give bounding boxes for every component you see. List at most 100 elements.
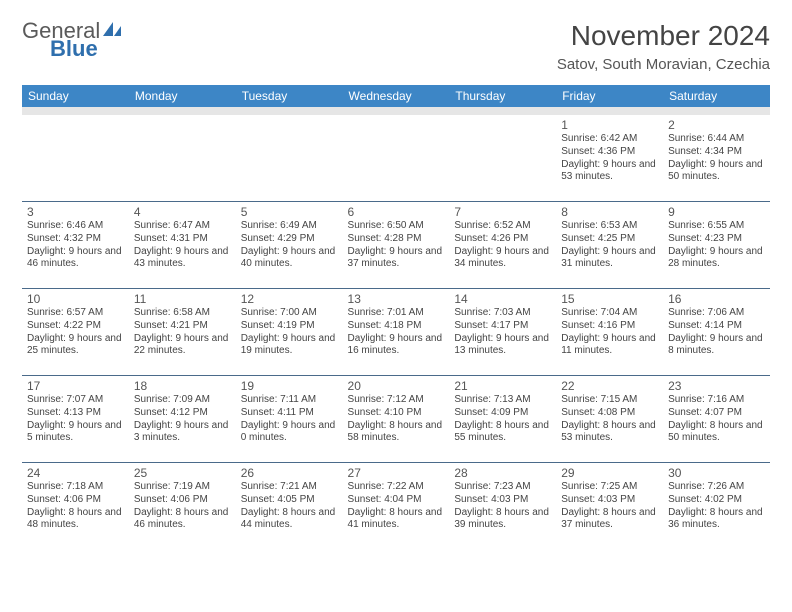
day-info: Sunrise: 6:50 AMSunset: 4:28 PMDaylight:… (348, 220, 445, 271)
day-number: 9 (668, 205, 765, 219)
day-number: 1 (561, 118, 658, 132)
day-number: 22 (561, 379, 658, 393)
day-cell: 27Sunrise: 7:22 AMSunset: 4:04 PMDayligh… (343, 463, 450, 550)
day-info: Sunrise: 7:06 AMSunset: 4:14 PMDaylight:… (668, 307, 765, 358)
day-number: 17 (27, 379, 124, 393)
day-info: Sunrise: 6:53 AMSunset: 4:25 PMDaylight:… (561, 220, 658, 271)
day-number: 4 (134, 205, 231, 219)
logo: General Blue (22, 20, 123, 60)
day-cell: 20Sunrise: 7:12 AMSunset: 4:10 PMDayligh… (343, 376, 450, 463)
day-number: 8 (561, 205, 658, 219)
day-cell: 9Sunrise: 6:55 AMSunset: 4:23 PMDaylight… (663, 202, 770, 289)
day-number: 15 (561, 292, 658, 306)
day-info: Sunrise: 6:58 AMSunset: 4:21 PMDaylight:… (134, 307, 231, 358)
day-info: Sunrise: 7:12 AMSunset: 4:10 PMDaylight:… (348, 394, 445, 445)
day-info: Sunrise: 6:44 AMSunset: 4:34 PMDaylight:… (668, 133, 765, 184)
day-info: Sunrise: 7:23 AMSunset: 4:03 PMDaylight:… (454, 481, 551, 532)
day-info: Sunrise: 7:15 AMSunset: 4:08 PMDaylight:… (561, 394, 658, 445)
day-cell: 11Sunrise: 6:58 AMSunset: 4:21 PMDayligh… (129, 289, 236, 376)
day-number: 27 (348, 466, 445, 480)
day-number: 26 (241, 466, 338, 480)
calendar-table: Sunday Monday Tuesday Wednesday Thursday… (22, 85, 770, 549)
day-info: Sunrise: 6:47 AMSunset: 4:31 PMDaylight:… (134, 220, 231, 271)
day-info: Sunrise: 6:57 AMSunset: 4:22 PMDaylight:… (27, 307, 124, 358)
day-cell: 24Sunrise: 7:18 AMSunset: 4:06 PMDayligh… (22, 463, 129, 550)
day-cell: 25Sunrise: 7:19 AMSunset: 4:06 PMDayligh… (129, 463, 236, 550)
day-header-row: Sunday Monday Tuesday Wednesday Thursday… (22, 85, 770, 107)
day-info: Sunrise: 6:55 AMSunset: 4:23 PMDaylight:… (668, 220, 765, 271)
day-cell: 18Sunrise: 7:09 AMSunset: 4:12 PMDayligh… (129, 376, 236, 463)
header: General Blue November 2024 Satov, South … (22, 20, 770, 73)
month-title: November 2024 (557, 20, 770, 52)
day-header-cell: Wednesday (343, 85, 450, 107)
day-cell: 1Sunrise: 6:42 AMSunset: 4:36 PMDaylight… (556, 115, 663, 202)
day-number: 28 (454, 466, 551, 480)
day-number: 16 (668, 292, 765, 306)
week-row: 1Sunrise: 6:42 AMSunset: 4:36 PMDaylight… (22, 115, 770, 202)
day-header-cell: Tuesday (236, 85, 343, 107)
day-number: 6 (348, 205, 445, 219)
day-number: 2 (668, 118, 765, 132)
day-cell: 30Sunrise: 7:26 AMSunset: 4:02 PMDayligh… (663, 463, 770, 550)
day-cell (449, 115, 556, 202)
day-header-cell: Saturday (663, 85, 770, 107)
day-info: Sunrise: 7:26 AMSunset: 4:02 PMDaylight:… (668, 481, 765, 532)
day-cell: 13Sunrise: 7:01 AMSunset: 4:18 PMDayligh… (343, 289, 450, 376)
day-header-cell: Sunday (22, 85, 129, 107)
location: Satov, South Moravian, Czechia (557, 56, 770, 73)
day-cell: 29Sunrise: 7:25 AMSunset: 4:03 PMDayligh… (556, 463, 663, 550)
week-row: 24Sunrise: 7:18 AMSunset: 4:06 PMDayligh… (22, 463, 770, 550)
day-cell: 2Sunrise: 6:44 AMSunset: 4:34 PMDaylight… (663, 115, 770, 202)
day-number: 11 (134, 292, 231, 306)
day-number: 20 (348, 379, 445, 393)
day-number: 5 (241, 205, 338, 219)
day-header-cell: Friday (556, 85, 663, 107)
logo-text-block: General Blue (22, 20, 123, 60)
day-info: Sunrise: 6:42 AMSunset: 4:36 PMDaylight:… (561, 133, 658, 184)
day-number: 25 (134, 466, 231, 480)
week-row: 17Sunrise: 7:07 AMSunset: 4:13 PMDayligh… (22, 376, 770, 463)
day-number: 12 (241, 292, 338, 306)
day-cell: 16Sunrise: 7:06 AMSunset: 4:14 PMDayligh… (663, 289, 770, 376)
day-info: Sunrise: 7:11 AMSunset: 4:11 PMDaylight:… (241, 394, 338, 445)
day-header-cell: Monday (129, 85, 236, 107)
day-header-cell: Thursday (449, 85, 556, 107)
day-number: 3 (27, 205, 124, 219)
day-info: Sunrise: 7:00 AMSunset: 4:19 PMDaylight:… (241, 307, 338, 358)
day-cell: 26Sunrise: 7:21 AMSunset: 4:05 PMDayligh… (236, 463, 343, 550)
day-info: Sunrise: 7:19 AMSunset: 4:06 PMDaylight:… (134, 481, 231, 532)
day-number: 21 (454, 379, 551, 393)
day-cell (236, 115, 343, 202)
page: General Blue November 2024 Satov, South … (0, 0, 792, 559)
day-info: Sunrise: 7:03 AMSunset: 4:17 PMDaylight:… (454, 307, 551, 358)
day-cell: 7Sunrise: 6:52 AMSunset: 4:26 PMDaylight… (449, 202, 556, 289)
sub-header-row (22, 107, 770, 115)
day-info: Sunrise: 7:18 AMSunset: 4:06 PMDaylight:… (27, 481, 124, 532)
day-cell (343, 115, 450, 202)
day-number: 14 (454, 292, 551, 306)
day-number: 10 (27, 292, 124, 306)
day-info: Sunrise: 7:01 AMSunset: 4:18 PMDaylight:… (348, 307, 445, 358)
day-cell (129, 115, 236, 202)
day-cell: 15Sunrise: 7:04 AMSunset: 4:16 PMDayligh… (556, 289, 663, 376)
day-cell: 21Sunrise: 7:13 AMSunset: 4:09 PMDayligh… (449, 376, 556, 463)
day-cell: 3Sunrise: 6:46 AMSunset: 4:32 PMDaylight… (22, 202, 129, 289)
day-cell: 23Sunrise: 7:16 AMSunset: 4:07 PMDayligh… (663, 376, 770, 463)
day-cell: 12Sunrise: 7:00 AMSunset: 4:19 PMDayligh… (236, 289, 343, 376)
day-info: Sunrise: 7:04 AMSunset: 4:16 PMDaylight:… (561, 307, 658, 358)
day-cell: 28Sunrise: 7:23 AMSunset: 4:03 PMDayligh… (449, 463, 556, 550)
day-cell: 6Sunrise: 6:50 AMSunset: 4:28 PMDaylight… (343, 202, 450, 289)
day-cell: 17Sunrise: 7:07 AMSunset: 4:13 PMDayligh… (22, 376, 129, 463)
day-info: Sunrise: 7:09 AMSunset: 4:12 PMDaylight:… (134, 394, 231, 445)
day-number: 30 (668, 466, 765, 480)
day-info: Sunrise: 7:13 AMSunset: 4:09 PMDaylight:… (454, 394, 551, 445)
day-number: 29 (561, 466, 658, 480)
day-cell: 22Sunrise: 7:15 AMSunset: 4:08 PMDayligh… (556, 376, 663, 463)
day-info: Sunrise: 6:49 AMSunset: 4:29 PMDaylight:… (241, 220, 338, 271)
day-cell (22, 115, 129, 202)
day-cell: 10Sunrise: 6:57 AMSunset: 4:22 PMDayligh… (22, 289, 129, 376)
day-number: 24 (27, 466, 124, 480)
day-cell: 5Sunrise: 6:49 AMSunset: 4:29 PMDaylight… (236, 202, 343, 289)
day-number: 19 (241, 379, 338, 393)
week-row: 3Sunrise: 6:46 AMSunset: 4:32 PMDaylight… (22, 202, 770, 289)
